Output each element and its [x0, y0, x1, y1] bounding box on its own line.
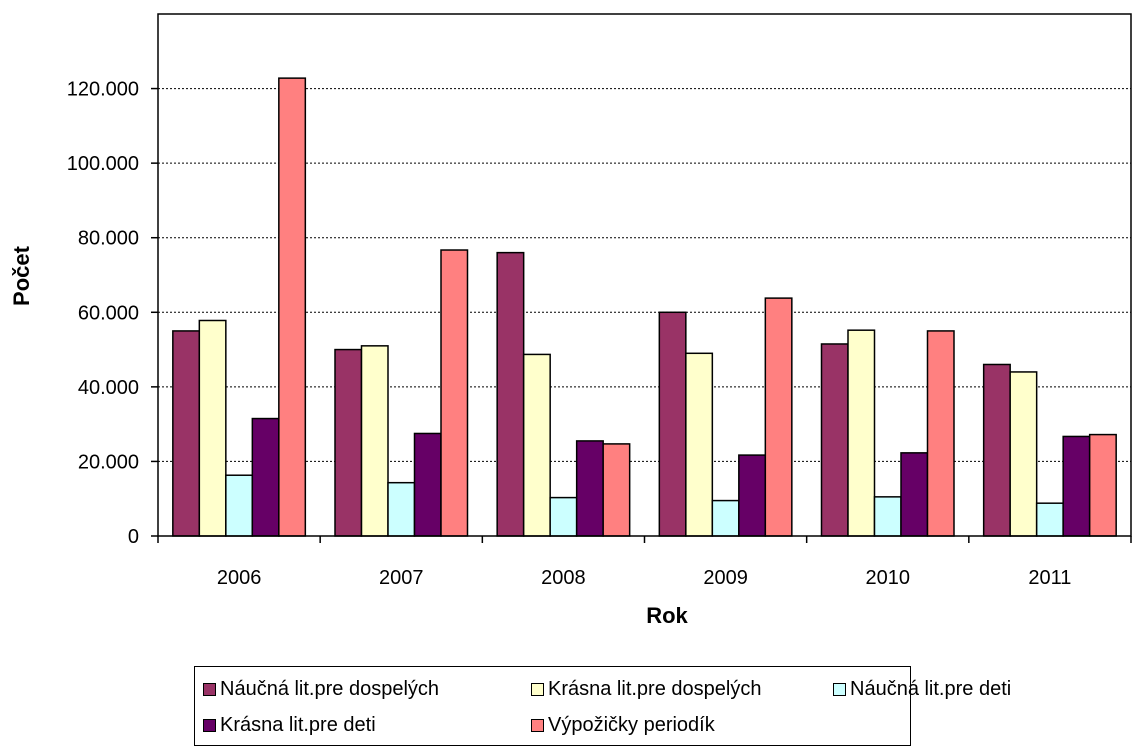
bar — [334, 348, 363, 537]
bar — [413, 432, 442, 537]
axes — [151, 13, 1132, 543]
x-tick-label: 2007 — [379, 567, 424, 589]
legend-swatch — [203, 682, 216, 696]
y-tick-labels: 0 20.000 40.000 60.000 80.000 100.000 120.000 — [67, 79, 139, 548]
bar — [251, 417, 280, 537]
bars — [172, 77, 1117, 537]
bar — [360, 345, 389, 537]
y-axis-label: Počet — [9, 245, 34, 306]
x-tick-label: 2008 — [541, 567, 586, 589]
bar — [820, 343, 849, 537]
bar — [711, 499, 740, 537]
legend-label: Krásna lit.pre deti — [220, 713, 376, 736]
legend: Náučná lit.pre dospelých Krásna lit.pre d… — [194, 666, 1011, 746]
y-tick-label: 20.000 — [78, 451, 139, 473]
legend-label: Náučná lit.pre dospelých — [220, 677, 440, 700]
bar — [225, 474, 254, 537]
bar — [738, 454, 767, 537]
legend-item: Krásna lit.pre deti — [203, 713, 376, 737]
legend-label: Výpožičky periodík — [548, 713, 715, 736]
bar — [522, 353, 551, 537]
bar — [602, 443, 631, 537]
y-tick-label: 40.000 — [78, 377, 139, 399]
bar — [1035, 502, 1064, 537]
bar — [496, 251, 525, 537]
x-tick-label: 2006 — [217, 567, 262, 589]
x-tick-labels: 2006 2007 2008 2009 2010 2011 — [217, 567, 1072, 589]
y-tick-label: 80.000 — [78, 228, 139, 250]
bar — [982, 363, 1011, 537]
bar — [847, 329, 876, 537]
bar — [900, 452, 929, 537]
legend-item: Krásna lit.pre dospelých — [531, 677, 761, 701]
x-tick-label: 2010 — [866, 567, 911, 589]
x-tick-label: 2011 — [1028, 567, 1071, 589]
legend-swatch — [531, 682, 544, 696]
bar — [198, 319, 227, 537]
bar — [278, 77, 307, 537]
bar — [172, 330, 201, 537]
legend-item: Náučná lit.pre deti — [833, 677, 1011, 701]
bar — [549, 496, 578, 537]
legend-label: Krásna lit.pre dospelých — [548, 677, 762, 700]
bar — [685, 352, 714, 537]
x-tick-label: 2009 — [703, 567, 748, 589]
y-tick-label: 120.000 — [67, 79, 139, 101]
bar — [1062, 435, 1091, 537]
y-tick-label: 60.000 — [78, 302, 139, 324]
bar — [764, 297, 793, 537]
legend-swatch — [833, 682, 846, 696]
bar — [387, 481, 416, 537]
legend-swatch — [531, 718, 544, 732]
bar — [926, 330, 955, 537]
legend-item: Náučná lit.pre dospelých — [203, 677, 439, 701]
bar — [440, 249, 469, 537]
y-tick-label: 100.000 — [67, 153, 139, 175]
bar — [1009, 371, 1038, 537]
bar — [575, 440, 604, 537]
x-axis-label: Rok — [646, 603, 688, 628]
y-tick-label: 0 — [128, 526, 139, 548]
legend-swatch — [203, 718, 216, 732]
legend-item: Výpožičky periodík — [531, 713, 715, 737]
bar — [658, 311, 687, 537]
bar — [1088, 433, 1117, 537]
bar — [873, 496, 902, 537]
legend-label: Náučná lit.pre deti — [850, 677, 1012, 700]
